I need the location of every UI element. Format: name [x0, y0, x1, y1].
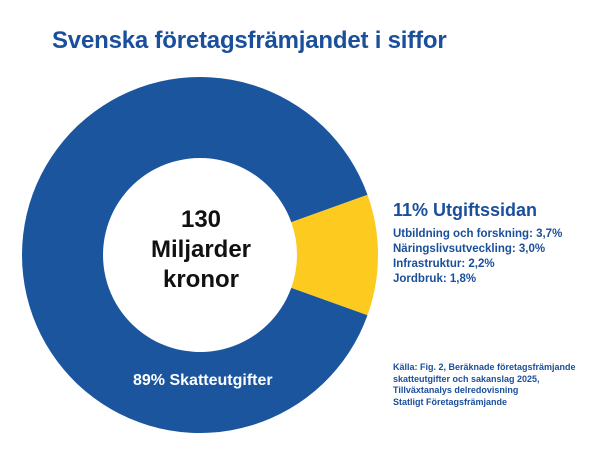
source-line: Källa: Fig. 2, Beräknade företagsfrämjan…	[393, 362, 576, 372]
source-line: skatteutgifter och sakanslag 2025,	[393, 373, 540, 384]
utgiftssidan-breakdown-list: Utbildning och forskning: 3,7% Näringsli…	[393, 227, 562, 287]
breakdown-item: Infrastruktur: 2,2%	[393, 258, 495, 270]
center-total-unit-line1: Miljarder	[150, 236, 252, 263]
chart-title: Svenska företagsfrämjandet i siffor	[52, 27, 447, 54]
center-total-unit-line2: kronor	[162, 266, 239, 293]
breakdown-item: Utbildning och forskning: 3,7%	[393, 228, 563, 240]
donut-slice-skatteutgifter	[21, 76, 368, 434]
slice-label-skatteutgifter: 89% Skatteutgifter	[133, 372, 273, 389]
donut-slices	[21, 76, 378, 434]
source-line: Statligt Företagsfrämjande	[393, 396, 508, 407]
center-total-value: 130	[180, 206, 222, 233]
source-line: Tillväxtanalys delredovisning	[393, 385, 519, 395]
slice-label-utgiftssidan: 11% Utgiftssidan	[393, 200, 538, 220]
center-total-label: 130 Miljarder kronor	[121, 205, 281, 295]
source-note: Källa: Fig. 2, Beräknade företagsfrämjan…	[393, 362, 603, 408]
breakdown-item: Jordbruk: 1,8%	[393, 273, 477, 285]
donut-slice-utgiftssidan	[291, 194, 378, 316]
breakdown-item: Näringslivsutveckling: 3,0%	[393, 243, 546, 255]
